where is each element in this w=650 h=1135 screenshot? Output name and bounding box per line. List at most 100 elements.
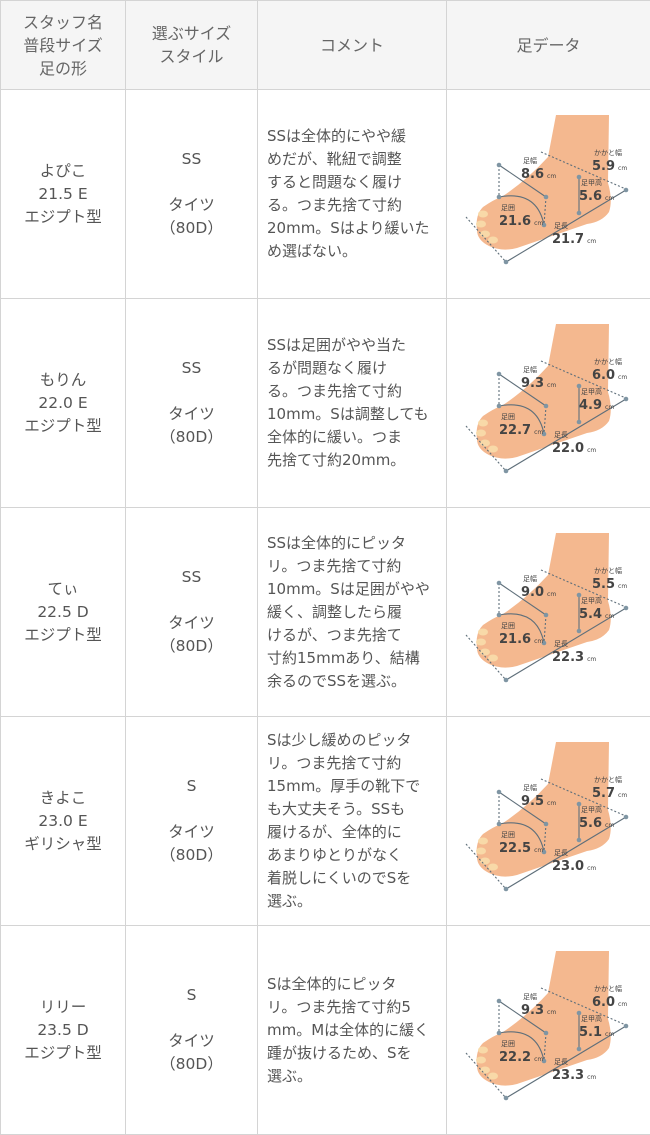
table-header-row: スタッフ名 普段サイズ 足の形 選ぶサイズ スタイル コメント 足データ bbox=[1, 1, 650, 90]
instep-height-value: 5.6 bbox=[579, 816, 602, 831]
chosen-size: SS bbox=[126, 357, 257, 380]
foot-length-value: 23.3 bbox=[552, 1068, 584, 1083]
toe-nail bbox=[478, 1047, 488, 1054]
unit: cm bbox=[547, 173, 556, 180]
usual-size: 22.0 E bbox=[1, 392, 125, 415]
foot-width-label: 足幅 bbox=[523, 156, 537, 165]
heel-width-value: 5.9 bbox=[592, 159, 615, 174]
comment-line: 踵が抜けるため、Sを bbox=[267, 1042, 436, 1065]
comment-line: 余るのでSSを選ぶ。 bbox=[267, 670, 436, 693]
comment-line: Sは全体的にピッタ bbox=[267, 973, 436, 996]
instep-height-label: 足甲高 bbox=[581, 596, 602, 605]
foot-width-label: 足幅 bbox=[523, 574, 537, 583]
denier: （80D） bbox=[126, 217, 257, 240]
measure-point bbox=[624, 606, 629, 611]
comment-line: SSは全体的にやや緩 bbox=[267, 125, 436, 148]
measure-point bbox=[577, 1047, 582, 1052]
toe-nail bbox=[480, 231, 490, 238]
unit: cm bbox=[605, 1031, 614, 1038]
unit: cm bbox=[534, 638, 543, 645]
toe-nail bbox=[488, 864, 498, 871]
instep-height-value: 5.4 bbox=[579, 607, 602, 622]
foot-shape: エジプト型 bbox=[1, 415, 125, 438]
unit: cm bbox=[534, 847, 543, 854]
style: タイツ bbox=[126, 612, 257, 635]
foot-width-label: 足幅 bbox=[523, 365, 537, 374]
comment-line: 履けるが、全体的に bbox=[267, 821, 436, 844]
toe-nail bbox=[480, 858, 490, 865]
unit: cm bbox=[587, 865, 596, 872]
instep-height-value: 5.6 bbox=[579, 189, 602, 204]
foot-length-label: 足長 bbox=[554, 1058, 568, 1066]
measure-point bbox=[577, 420, 582, 425]
staff-name: リリー bbox=[1, 996, 125, 1019]
comment-line: る。つま先捨て寸約 bbox=[267, 380, 436, 403]
foot-width-label: 足幅 bbox=[523, 783, 537, 792]
unit: cm bbox=[534, 220, 543, 227]
staff-name: もりん bbox=[1, 369, 125, 392]
foot-shape: エジプト型 bbox=[1, 206, 125, 229]
usual-size: 21.5 E bbox=[1, 183, 125, 206]
comment-line: 全体的に緩い。つま bbox=[267, 426, 436, 449]
chosen-size: S bbox=[126, 984, 257, 1007]
comment-line: リ。つま先捨て寸約 bbox=[267, 752, 436, 775]
comment-line: Sは少し緩めのピッタ bbox=[267, 729, 436, 752]
measure-point bbox=[497, 1031, 502, 1036]
style: タイツ bbox=[126, 403, 257, 426]
measure-point bbox=[544, 822, 549, 827]
spacer bbox=[126, 380, 257, 403]
comment-line: る。つま先捨て寸約 bbox=[267, 194, 436, 217]
header-size: 選ぶサイズ スタイル bbox=[126, 1, 258, 90]
toe-nail bbox=[480, 440, 490, 447]
comment-line: mm。Mは全体的に緩く bbox=[267, 1019, 436, 1042]
foot-length-value: 21.7 bbox=[552, 232, 584, 247]
instep-height-label: 足甲高 bbox=[581, 178, 602, 187]
measure-point bbox=[497, 613, 502, 618]
girth-label: 足囲 bbox=[501, 622, 515, 630]
measure-point bbox=[504, 469, 509, 474]
header-staff: スタッフ名 普段サイズ 足の形 bbox=[1, 1, 126, 90]
toe-nail bbox=[480, 649, 490, 656]
comment-line: も大丈夫そう。SSも bbox=[267, 798, 436, 821]
spacer bbox=[126, 589, 257, 612]
unit: cm bbox=[605, 822, 614, 829]
foot-shape: エジプト型 bbox=[1, 1042, 125, 1065]
comment-line: 選ぶ。 bbox=[267, 890, 436, 913]
girth-value: 22.2 bbox=[499, 1050, 531, 1065]
staff-name: よぴこ bbox=[1, 160, 125, 183]
measure-point bbox=[497, 999, 502, 1004]
girth-label: 足囲 bbox=[501, 413, 515, 421]
foot-length-value: 22.3 bbox=[552, 650, 584, 665]
comment-line: あまりゆとりがなく bbox=[267, 844, 436, 867]
toe-nail bbox=[478, 420, 488, 427]
measure-point bbox=[544, 1031, 549, 1036]
unit: cm bbox=[547, 1009, 556, 1016]
comment-line: リ。つま先捨て寸約5 bbox=[267, 996, 436, 1019]
heel-width-value: 6.0 bbox=[592, 995, 615, 1010]
heel-width-label: かかと幅 bbox=[594, 566, 622, 575]
girth-value: 22.7 bbox=[499, 423, 531, 438]
foot-width-value: 9.3 bbox=[521, 376, 544, 391]
usual-size: 23.5 D bbox=[1, 1019, 125, 1042]
measure-point bbox=[544, 195, 549, 200]
toe-nail bbox=[476, 221, 486, 228]
measure-point bbox=[624, 1024, 629, 1029]
comment-line: けるが、つま先捨て bbox=[267, 624, 436, 647]
spacer bbox=[126, 171, 257, 194]
comment-line: SSは足囲がやや当た bbox=[267, 334, 436, 357]
comment-line: 緩く、調整したら履 bbox=[267, 601, 436, 624]
chosen-size: S bbox=[126, 775, 257, 798]
